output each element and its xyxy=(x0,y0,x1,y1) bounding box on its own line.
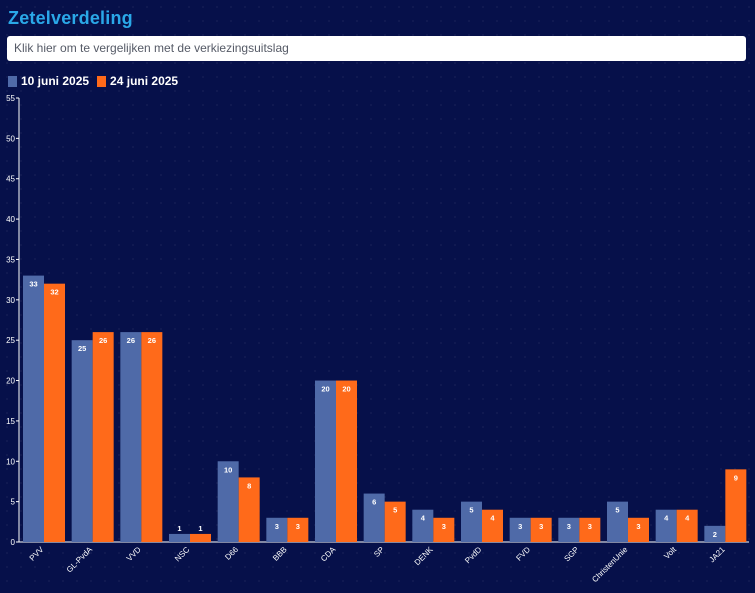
bar xyxy=(120,332,142,542)
bar xyxy=(509,517,531,542)
y-tick-label: 50 xyxy=(6,134,15,143)
compare-with-election-result-button[interactable]: Klik hier om te vergelijken met de verki… xyxy=(7,36,746,61)
bar-value-label: 3 xyxy=(442,522,446,531)
bar-value-label: 26 xyxy=(148,336,156,345)
x-category-label: FVD xyxy=(514,545,532,563)
y-tick-label: 15 xyxy=(6,417,15,426)
x-category-label: SGP xyxy=(562,545,580,563)
bar xyxy=(266,517,288,542)
bar-value-label: 4 xyxy=(421,514,426,523)
bar xyxy=(676,509,698,542)
bar xyxy=(530,517,552,542)
bar xyxy=(363,493,385,542)
legend-item-series-1[interactable]: 10 juni 2025 xyxy=(8,74,89,88)
bar xyxy=(169,533,190,542)
bar xyxy=(141,332,163,542)
legend-swatch-series-2 xyxy=(97,75,107,87)
bar-value-label: 26 xyxy=(127,336,135,345)
y-tick-label: 20 xyxy=(6,377,15,386)
bar-value-label: 33 xyxy=(29,280,37,289)
x-category-label: NSC xyxy=(173,545,191,563)
bar xyxy=(725,469,747,542)
bar-value-label: 20 xyxy=(321,385,329,394)
y-tick-label: 30 xyxy=(6,296,15,305)
x-category-label: JA21 xyxy=(707,545,727,565)
bar-value-label: 4 xyxy=(685,514,690,523)
bar-value-label: 3 xyxy=(567,522,571,531)
x-category-label: Volt xyxy=(662,545,678,561)
bar-value-label: 6 xyxy=(372,498,376,507)
bar-value-label: 20 xyxy=(342,385,350,394)
bar xyxy=(579,517,601,542)
bar xyxy=(384,501,406,542)
y-tick-label: 35 xyxy=(6,255,15,264)
bar xyxy=(23,275,44,542)
y-tick-label: 55 xyxy=(6,94,15,103)
bar-value-label: 3 xyxy=(588,522,592,531)
x-category-label: PvdD xyxy=(463,545,483,565)
bar xyxy=(607,501,628,542)
x-category-label: DENK xyxy=(413,545,436,568)
bar xyxy=(628,517,649,542)
bar-value-label: 8 xyxy=(247,481,251,490)
bar-value-label: 1 xyxy=(177,524,181,533)
chart-title: Zetelverdeling xyxy=(8,8,133,28)
bar xyxy=(190,533,211,542)
bar-value-label: 32 xyxy=(50,288,58,297)
bar xyxy=(461,501,482,542)
bar-value-label: 26 xyxy=(99,336,107,345)
bar xyxy=(412,509,434,542)
bar-value-label: 5 xyxy=(469,506,473,515)
bar xyxy=(238,477,260,542)
y-tick-label: 25 xyxy=(6,336,15,345)
bar xyxy=(217,461,239,542)
bar-value-label: 5 xyxy=(615,506,619,515)
legend-swatch-series-1 xyxy=(8,75,17,87)
x-category-label: D66 xyxy=(223,545,240,562)
bar-value-label: 3 xyxy=(518,522,522,531)
bar-value-label: 4 xyxy=(490,514,495,523)
bar-value-label: 3 xyxy=(296,522,300,531)
x-category-label: PVV xyxy=(28,545,46,563)
legend-item-series-2[interactable]: 24 juni 2025 xyxy=(97,74,178,88)
bar xyxy=(655,509,677,542)
y-tick-label: 10 xyxy=(6,457,15,466)
bar-value-label: 3 xyxy=(636,522,640,531)
legend: 10 juni 2025 24 juni 2025 xyxy=(8,74,186,88)
bar-value-label: 3 xyxy=(539,522,543,531)
legend-label-series-2: 24 juni 2025 xyxy=(110,74,179,88)
bar-value-label: 10 xyxy=(224,465,232,474)
x-category-label: ChristenUnie xyxy=(590,545,629,584)
x-category-label: CDA xyxy=(319,545,338,564)
bar-value-label: 3 xyxy=(275,522,279,531)
x-category-label: BBB xyxy=(271,545,289,563)
y-tick-label: 40 xyxy=(6,215,15,224)
bar-value-label: 25 xyxy=(78,344,86,353)
bar xyxy=(336,380,357,542)
bar xyxy=(558,517,580,542)
bar-value-label: 5 xyxy=(393,506,397,515)
bar xyxy=(71,340,93,542)
bar xyxy=(92,332,114,542)
y-tick-label: 0 xyxy=(11,538,16,547)
y-tick-label: 5 xyxy=(11,498,16,507)
bar-value-label: 9 xyxy=(734,473,738,482)
x-category-label: VVD xyxy=(125,545,143,563)
legend-label-series-1: 10 juni 2025 xyxy=(21,74,90,88)
bar-value-label: 2 xyxy=(713,530,717,539)
bar-value-label: 4 xyxy=(664,514,669,523)
x-category-label: GL-PvdA xyxy=(65,545,95,575)
bar xyxy=(315,380,336,542)
bar xyxy=(482,509,503,542)
bar-value-label: 1 xyxy=(198,524,202,533)
bar xyxy=(44,283,65,542)
y-tick-label: 45 xyxy=(6,175,15,184)
bar xyxy=(704,525,726,542)
x-category-label: SP xyxy=(372,545,386,559)
bar xyxy=(287,517,309,542)
bar xyxy=(433,517,455,542)
